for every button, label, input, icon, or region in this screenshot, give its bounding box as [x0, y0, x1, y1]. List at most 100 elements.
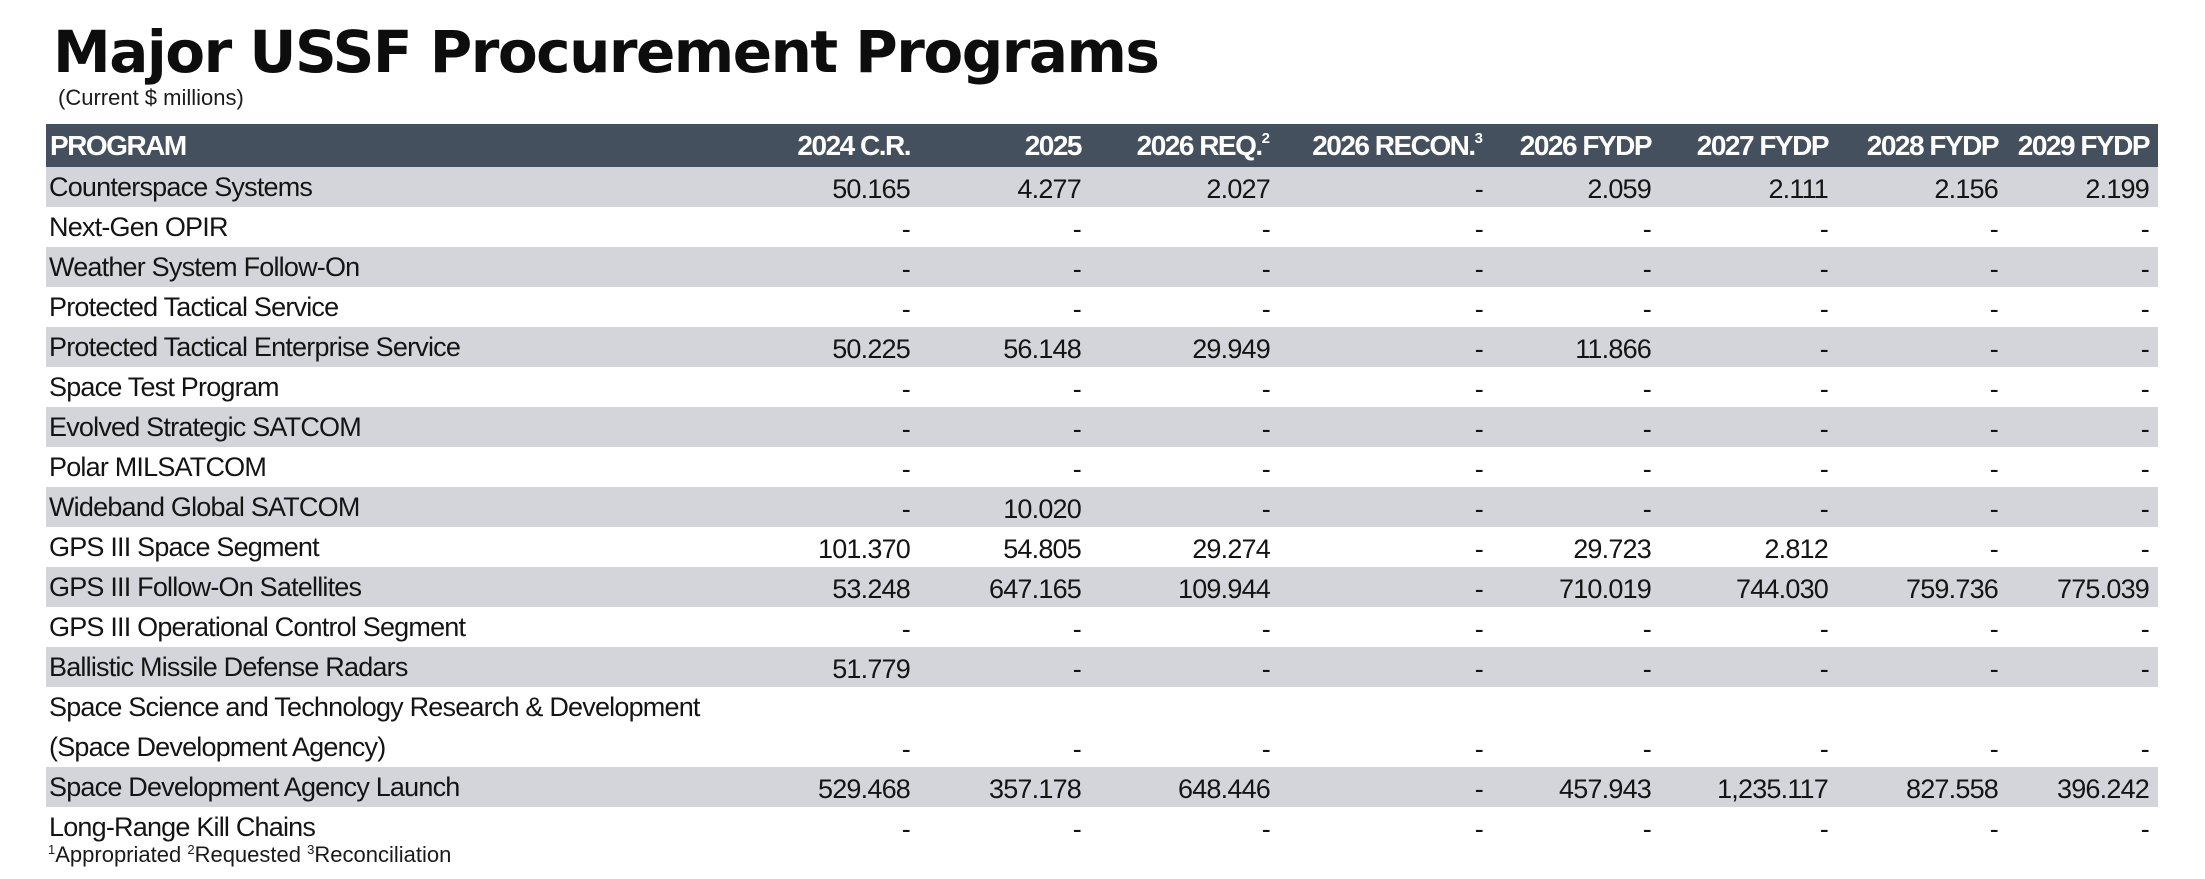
value-cell-2025: 647.165	[989, 574, 1082, 604]
value-cell-2029-fydp: 775.039	[2057, 574, 2150, 604]
value-cell-2025: -	[1072, 814, 1082, 844]
value-cell-2026-fydp: 457.943	[1559, 774, 1652, 804]
value-cell-2029-fydp: -	[2140, 734, 2150, 764]
table-row: Ballistic Missile Defense Radars 51.779 - -…	[46, 647, 2158, 687]
footnote-text: Appropriated	[55, 842, 182, 867]
value-cell-2028-fydp: -	[1989, 814, 1999, 844]
value-cell-2028-fydp: -	[1989, 734, 1999, 764]
footnote-marker: 1	[48, 842, 56, 857]
table-row: GPS III Operational Control Segment - - - - -…	[46, 607, 2158, 647]
value-cell-2028-fydp: -	[1989, 654, 1999, 684]
footnote-item: 2Requested	[187, 842, 301, 867]
value-cell-2026-recon: -	[1474, 254, 1484, 284]
value-cell-2024-cr: 529.468	[818, 774, 911, 804]
value-cell-2025: -	[1072, 454, 1082, 484]
value-cell-2027-fydp: -	[1819, 454, 1829, 484]
value-cell-2025: -	[1072, 374, 1082, 404]
value-cell-2029-fydp: -	[2140, 614, 2150, 644]
table-row: GPS III Space Segment 101.370 54.805 29.274…	[46, 527, 2158, 567]
column-header-label: 2024 C.R.	[797, 129, 911, 161]
value-cell-2024-cr: 50.165	[832, 174, 911, 204]
value-cell-2029-fydp: 2.199	[2085, 174, 2149, 204]
value-cell-2026-fydp: -	[1642, 614, 1652, 644]
value-cell-2026-fydp: 11.866	[1575, 334, 1652, 364]
table-row: Wideband Global SATCOM - 10.020 - - - - - -	[46, 487, 2158, 527]
value-cell-2026-fydp: -	[1642, 414, 1652, 444]
value-cell-2026-fydp: -	[1642, 494, 1652, 524]
value-cell-2029-fydp: -	[2140, 334, 2150, 364]
value-cell-2025: -	[1072, 254, 1082, 284]
value-cell-2024-cr: -	[901, 214, 911, 244]
value-cell-2026-fydp: -	[1642, 294, 1652, 324]
program-name-cell: Polar MILSATCOM	[49, 452, 267, 482]
value-cell-2029-fydp: -	[2140, 254, 2150, 284]
value-cell-2026-recon: -	[1474, 654, 1484, 684]
table-row: Space Science and Technology Research & …	[46, 687, 2158, 767]
value-cell-2025: -	[1072, 734, 1082, 764]
program-name-cell: Next-Gen OPIR	[49, 212, 228, 242]
value-cell-2027-fydp: 744.030	[1736, 574, 1829, 604]
value-cell-2028-fydp: -	[1989, 334, 1999, 364]
value-cell-2024-cr: 101.370	[818, 534, 911, 564]
value-cell-2026-fydp: -	[1642, 814, 1652, 844]
column-header-2029-fydp: 2029 FYDP	[2007, 124, 2158, 167]
value-cell-2027-fydp: -	[1819, 614, 1829, 644]
value-cell-2025: -	[1072, 214, 1082, 244]
page-title: Major USSF Procurement Programs	[53, 18, 1160, 86]
value-cell-2029-fydp: -	[2140, 414, 2150, 444]
value-cell-2024-cr: 53.248	[832, 574, 911, 604]
value-cell-2027-fydp: 1,235.117	[1717, 774, 1829, 804]
value-cell-2029-fydp: -	[2140, 454, 2150, 484]
value-cell-2027-fydp: -	[1819, 374, 1829, 404]
value-cell-2026-fydp: -	[1642, 734, 1652, 764]
footnotes: 1Appropriated 2Requested 3Reconciliation	[48, 836, 451, 869]
value-cell-2024-cr: 50.225	[832, 334, 911, 364]
value-cell-2026-req: -	[1261, 374, 1271, 404]
table-row: Space Development Agency Launch 529.468 35…	[46, 767, 2158, 807]
value-cell-2025: 357.178	[989, 774, 1082, 804]
footnote-item: 3Reconciliation	[307, 842, 451, 867]
value-cell-2024-cr: -	[901, 614, 911, 644]
column-header-label: 2026 REQ.	[1136, 129, 1264, 161]
table-row: Space Test Program - - - - - - - -	[46, 367, 2158, 407]
program-name-cell: Protected Tactical Enterprise Service	[49, 332, 461, 362]
value-cell-2025: 10.020	[1003, 494, 1082, 524]
value-cell-2028-fydp: -	[1989, 294, 1999, 324]
table-row: Counterspace Systems 50.165 4.277 2.027 - 2.0…	[46, 167, 2158, 207]
column-header-label: 2028 FYDP	[1866, 129, 2000, 161]
value-cell-2028-fydp: -	[1989, 214, 1999, 244]
column-header-label: PROGRAM	[50, 129, 187, 161]
value-cell-2029-fydp: -	[2140, 214, 2150, 244]
footnote-text: Reconciliation	[314, 842, 452, 867]
value-cell-2028-fydp: -	[1989, 454, 1999, 484]
column-header-2026-fydp: 2026 FYDP	[1492, 124, 1660, 167]
column-header-2026-req: 2026 REQ.2	[1090, 124, 1279, 167]
value-cell-2025: 4.277	[1017, 174, 1081, 204]
value-cell-2026-fydp: 710.019	[1559, 574, 1652, 604]
value-cell-2028-fydp: -	[1989, 614, 1999, 644]
program-name-cell: GPS III Follow-On Satellites	[49, 572, 362, 602]
value-cell-2025: 54.805	[1003, 534, 1082, 564]
value-cell-2026-fydp: -	[1642, 374, 1652, 404]
column-header-label: 2029 FYDP	[2017, 129, 2151, 161]
value-cell-2024-cr: -	[901, 294, 911, 324]
table-row: Next-Gen OPIR - - - - - - - -	[46, 207, 2158, 247]
value-cell-2028-fydp: -	[1989, 414, 1999, 444]
program-name-cell: GPS III Space Segment	[49, 532, 320, 562]
program-name-cell: Protected Tactical Service	[49, 292, 339, 322]
value-cell-2026-recon: -	[1474, 534, 1484, 564]
value-cell-2026-fydp: -	[1642, 654, 1652, 684]
column-header-2028-fydp: 2028 FYDP	[1837, 124, 2007, 167]
value-cell-2027-fydp: -	[1819, 254, 1829, 284]
value-cell-2026-req: 29.274	[1192, 534, 1271, 564]
value-cell-2027-fydp: 2.812	[1764, 534, 1828, 564]
value-cell-2026-recon: -	[1474, 374, 1484, 404]
value-cell-2026-recon: -	[1474, 774, 1484, 804]
footnote-item: 1Appropriated	[48, 842, 181, 867]
program-name-cell: Ballistic Missile Defense Radars	[49, 652, 408, 682]
value-cell-2026-req: -	[1261, 734, 1271, 764]
value-cell-2028-fydp: 2.156	[1934, 174, 1998, 204]
value-cell-2029-fydp: -	[2140, 374, 2150, 404]
value-cell-2026-recon: -	[1474, 494, 1484, 524]
value-cell-2027-fydp: -	[1819, 654, 1829, 684]
